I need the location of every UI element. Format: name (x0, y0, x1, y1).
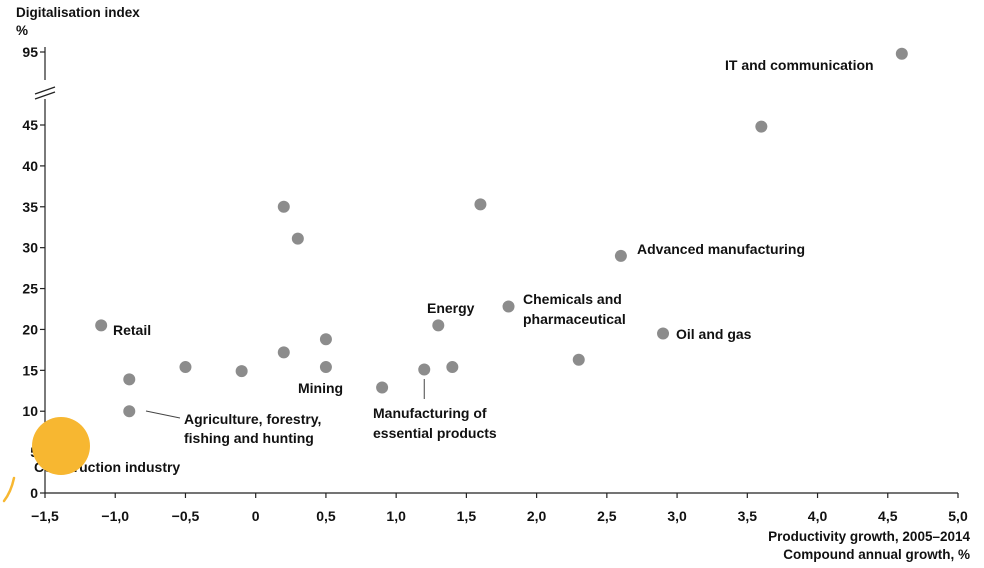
label-mining: Mining (298, 380, 343, 396)
data-point (235, 365, 248, 378)
x-axis-title: Productivity growth, 2005–2014 (768, 529, 970, 544)
label-advanced-manufacturing: Advanced manufacturing (637, 241, 805, 257)
data-point (123, 373, 136, 386)
axis-break-mark (34, 91, 56, 100)
label-manufacturing-line2: essential products (373, 425, 497, 441)
data-point (179, 361, 192, 374)
y-tick-label: 10 (22, 403, 38, 419)
data-point (376, 381, 389, 394)
ticks: 05101520253035404595−1,5−1,0−0,500,51,01… (22, 44, 968, 524)
point-labels: IT and communication Advanced manufactur… (34, 57, 874, 475)
x-tick-label: 4,5 (878, 508, 898, 524)
data-point (277, 346, 290, 359)
x-tick-label: 0 (252, 508, 260, 524)
leader-agriculture (145, 410, 181, 419)
data-point (572, 353, 585, 366)
x-axis-subtitle: Compound annual growth, % (783, 547, 970, 562)
x-tick-label: 3,0 (667, 508, 687, 524)
label-it-communication: IT and communication (725, 57, 874, 73)
data-point (755, 120, 768, 133)
x-tick-label: 5,0 (948, 508, 968, 524)
y-tick-label: 45 (22, 117, 38, 133)
axis-break-mark (34, 86, 56, 95)
y-tick-label: 30 (22, 240, 38, 256)
y-tick-label: 25 (22, 281, 38, 297)
label-retail: Retail (113, 322, 151, 338)
data-point (432, 319, 445, 332)
y-tick-label: 15 (22, 362, 38, 378)
x-tick-label: 4,0 (808, 508, 828, 524)
x-tick-label: −1,5 (31, 508, 59, 524)
x-tick-label: 0,5 (316, 508, 336, 524)
label-oil-gas: Oil and gas (676, 326, 752, 342)
x-tick-label: −0,5 (172, 508, 200, 524)
x-tick-label: −1,0 (101, 508, 129, 524)
x-tick-label: 3,5 (738, 508, 758, 524)
data-point (502, 300, 515, 313)
leader-lines (145, 379, 425, 419)
data-point (95, 319, 108, 332)
data-point (474, 198, 487, 211)
y-axis-unit: % (16, 23, 29, 38)
data-point (418, 363, 431, 376)
x-tick-label: 1,5 (457, 508, 477, 524)
label-agriculture-line2: fishing and hunting (184, 430, 314, 446)
y-tick-label: 95 (22, 44, 38, 60)
label-agriculture-line1: Agriculture, forestry, (184, 411, 321, 427)
x-tick-label: 2,5 (597, 508, 617, 524)
x-tick-label: 1,0 (386, 508, 406, 524)
label-energy: Energy (427, 300, 475, 316)
x-tick-label: 2,0 (527, 508, 547, 524)
data-point (123, 405, 136, 418)
highlight-marker[interactable] (32, 417, 90, 475)
data-point (319, 333, 332, 346)
data-point (657, 327, 670, 340)
y-tick-label: 20 (22, 321, 38, 337)
data-point (446, 361, 459, 374)
y-tick-label: 0 (30, 485, 38, 501)
highlight-arc (2, 476, 16, 503)
data-point (319, 361, 332, 374)
label-manufacturing-line1: Manufacturing of (373, 405, 487, 421)
y-tick-label: 40 (22, 158, 38, 174)
label-chemicals-line1: Chemicals and (523, 291, 622, 307)
label-chemicals-line2: pharmaceutical (523, 311, 626, 327)
data-point (614, 249, 627, 262)
y-tick-label: 35 (22, 199, 38, 215)
data-point (277, 200, 290, 213)
data-point (895, 47, 908, 60)
y-axis-title: Digitalisation index (16, 5, 140, 20)
data-point (291, 232, 304, 245)
